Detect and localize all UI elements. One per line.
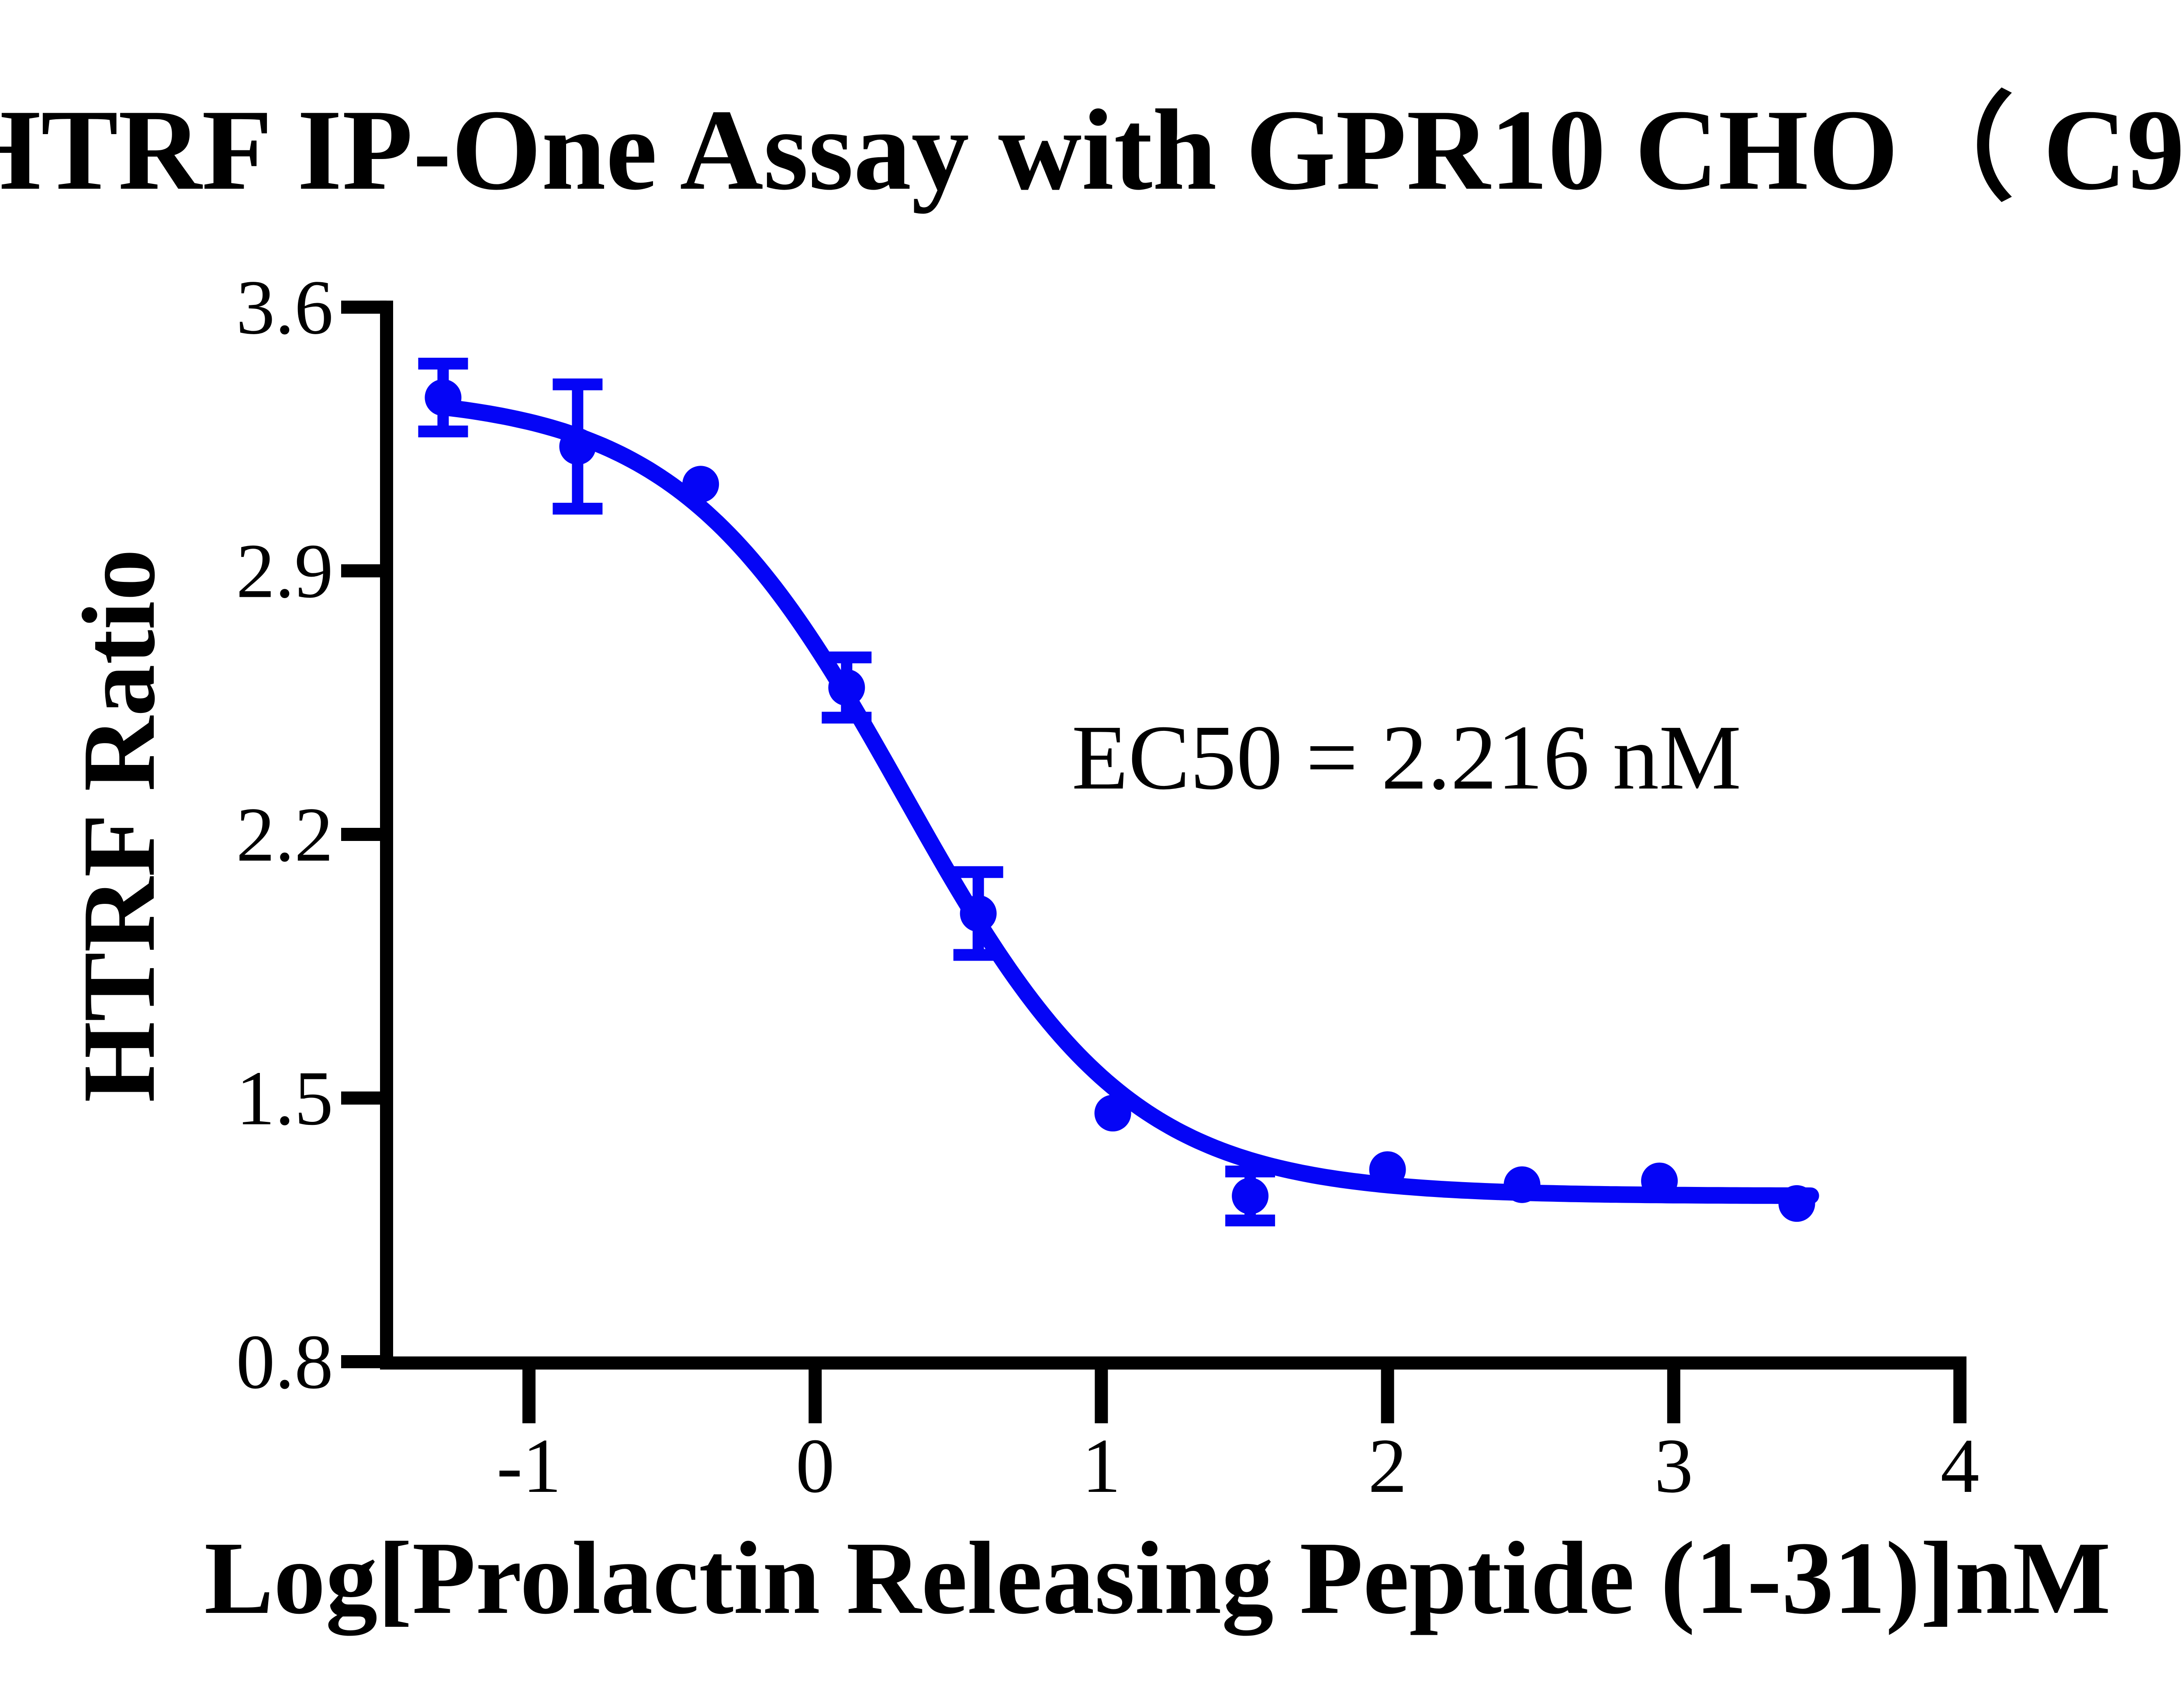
plot-layer: 0.8 1.5 2.2 2.9 3.6 -1 0 1 2 3 4: [236, 264, 1980, 1509]
x-tick-label: 4: [1941, 1422, 1980, 1509]
data-point: [1094, 1095, 1131, 1132]
data-point: [1503, 1166, 1541, 1203]
data-point: [1369, 1151, 1406, 1188]
y-tick-label: 1.5: [236, 1055, 334, 1142]
data-point: [559, 428, 596, 465]
ec50-annotation: EC50 = 2.216 nM: [1072, 706, 1742, 809]
data-point: [1232, 1177, 1269, 1214]
data-point: [1641, 1162, 1678, 1200]
chart-title: HTRF IP-One Assay with GPR10 CHO（ C9）: [0, 86, 2184, 214]
data-point: [960, 895, 997, 932]
data-point: [425, 379, 462, 416]
x-tick-label: 1: [1082, 1422, 1121, 1509]
data-point: [1778, 1185, 1815, 1222]
x-axis-label: Log[Prolactin Releasing Peptide (1-31)]n…: [204, 1521, 2111, 1636]
y-tick-label: 3.6: [236, 264, 334, 350]
data-point: [682, 466, 719, 503]
data-point: [828, 669, 865, 706]
x-tick-label: -1: [497, 1422, 561, 1509]
y-tick-label: 2.9: [236, 528, 334, 614]
y-tick-label: 0.8: [236, 1318, 334, 1405]
x-tick-label: 0: [796, 1422, 835, 1509]
x-tick-label: 2: [1368, 1422, 1407, 1509]
x-tick-label: 3: [1654, 1422, 1693, 1509]
fit-curve: [434, 398, 1819, 1204]
y-axis-label: HTRF Ratio: [62, 549, 176, 1102]
y-tick-label: 2.2: [236, 791, 334, 878]
